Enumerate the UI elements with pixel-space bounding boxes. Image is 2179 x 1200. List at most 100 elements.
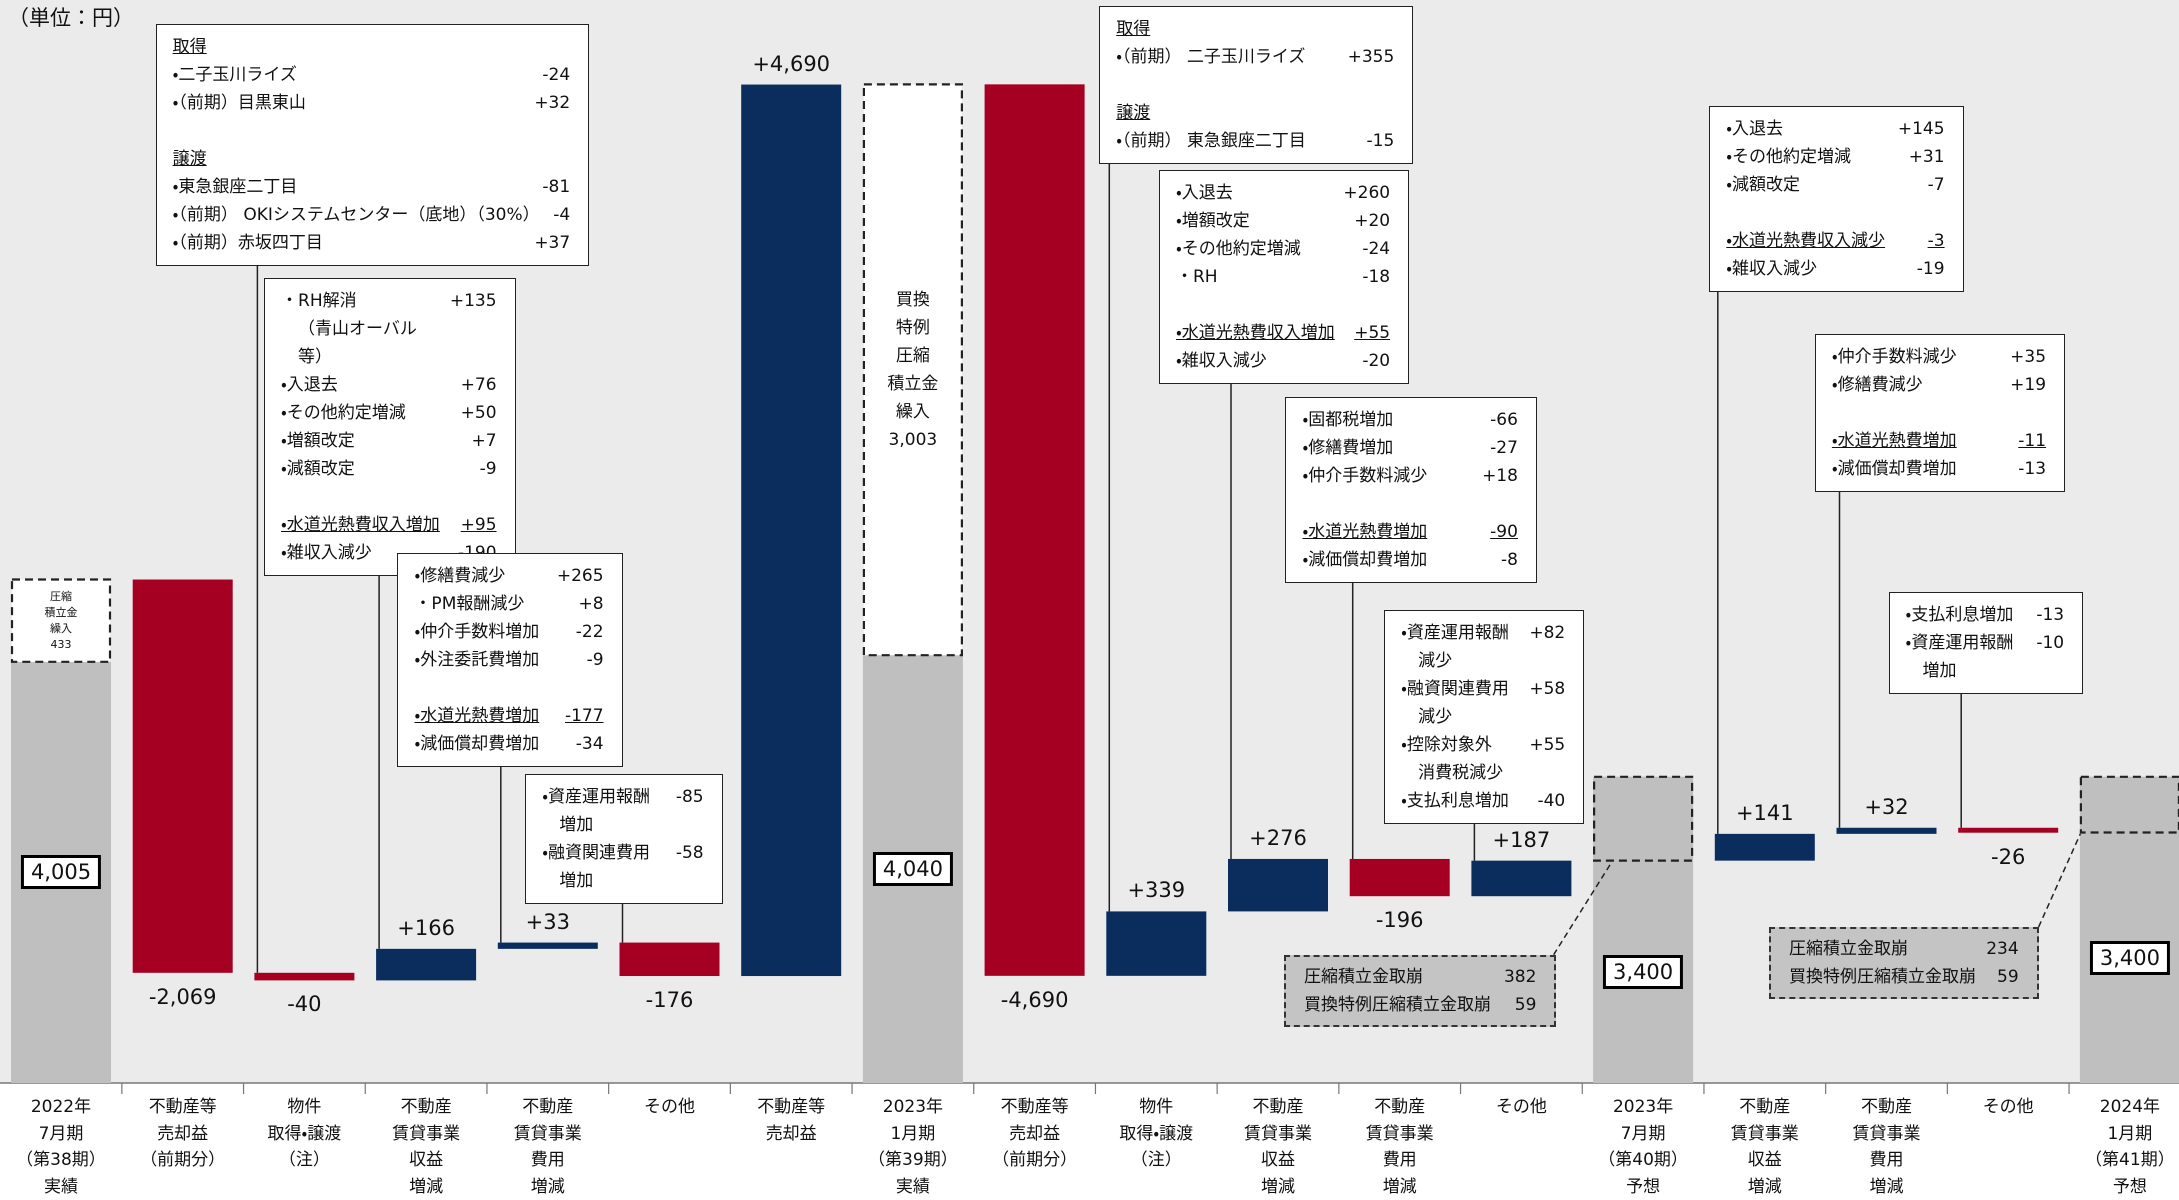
note-box: ・RH解消 （青山オーバル等） +135 ・入退去 +76 ・その他約定増減 +50 ・増額… <box>264 277 516 576</box>
value-label: +276 <box>1249 825 1307 850</box>
x-tick-label: 2023年 1月期 （第39期） 実績 <box>868 1097 958 1197</box>
note-row: ・減価償却費増加 -13 <box>1832 455 2046 483</box>
note-box: ・資産運用報酬 減少 +82 ・融資関連費用 減少 +58 ・控除対象外 消費税減少 +5… <box>1384 610 1585 825</box>
x-tick-label: 不動産等 売却益 （前期分） <box>140 1097 226 1170</box>
value-label: -176 <box>645 988 694 1013</box>
connector <box>1553 861 1613 956</box>
note-text: ・控除対象外 消費税減少 <box>1401 735 1504 784</box>
value-label: +141 <box>1735 800 1794 825</box>
note-text: ・仲介手数料増加 <box>414 622 540 643</box>
note-row: ・（前期） 二子玉川ライズ +355 <box>1116 43 1394 71</box>
note-heading: 譲渡 <box>1116 102 1151 123</box>
note-value: +58 <box>1529 679 1566 700</box>
reserve-label-text: 圧縮 積立金 繰入 <box>44 589 78 635</box>
note-value: -40 <box>1537 791 1566 812</box>
note-row: ・東急銀座二丁目 -81 <box>173 173 571 201</box>
note-value: -10 <box>2036 632 2065 653</box>
note-value: -18 <box>1362 266 1391 287</box>
note-text: ・資産運用報酬 減少 <box>1401 623 1509 672</box>
note-text: ・（前期）目黒東山 <box>172 92 306 113</box>
note-group: ・資産運用報酬 減少 +82 ・融資関連費用 減少 +58 ・控除対象外 消費税減少 +5… <box>1401 619 1565 815</box>
value-label: -196 <box>1375 908 1424 933</box>
note-value: -11 <box>2018 430 2047 451</box>
note-group: ・水道光熱費増加 -177 ・減価償却費増加 -34 <box>414 702 603 758</box>
reserve-row: 圧縮積立金取崩 234 <box>1789 935 2019 963</box>
note-group: ・入退去 +260 ・増額改定 +20 ・その他約定増減 -24 ・RH -18 <box>1176 179 1390 291</box>
note-group: ・修繕費減少 +265 ・PM報酬減少 +8 ・仲介手数料増加 -22 ・外注委託費増加 -9 <box>414 562 603 674</box>
note-row: ・RH -18 <box>1176 263 1390 291</box>
note-row: ・入退去 +145 <box>1726 115 1944 143</box>
note-text: ・水道光熱費増加 <box>1302 522 1428 543</box>
note-value: -90 <box>1490 522 1518 543</box>
note-text: ・融資関連費用 減少 <box>1401 679 1509 728</box>
note-box: 取得 ・（前期） 二子玉川ライズ +355 譲渡 ・（前期） 東急銀座二丁目 -15 <box>1099 5 1414 164</box>
reserve-value: 234 <box>1986 938 2019 959</box>
note-text: ・固都税増加 <box>1302 410 1394 431</box>
note-text: ・減価償却費増加 <box>1831 458 1957 479</box>
note-text: ・雑収入減少 <box>1175 350 1267 371</box>
bar <box>1958 827 2059 833</box>
note-row: ・修繕費減少 +19 <box>1832 371 2046 399</box>
note-text: ・水道光熱費増加 <box>1831 430 1957 451</box>
note-row: ・（前期）赤坂四丁目 +37 <box>173 229 571 257</box>
x-tick-label: 2023年 7月期 （第40期） 予想 <box>1598 1097 1688 1197</box>
note-text: ・RH解消 （青山オーバル等） <box>281 290 417 367</box>
note-box: ・修繕費減少 +265 ・PM報酬減少 +8 ・仲介手数料増加 -22 ・外注委託費増加 -9… <box>397 553 623 768</box>
note-text: ・減価償却費増加 <box>414 734 540 755</box>
note-group: 取得 ・（前期） 二子玉川ライズ +355 <box>1116 15 1394 71</box>
note-value: -4 <box>553 204 571 225</box>
note-value: -8 <box>1501 550 1518 571</box>
note-value: -9 <box>479 458 497 479</box>
note-heading: 取得 <box>172 36 207 57</box>
note-value: +19 <box>2010 374 2047 395</box>
note-group: ・RH解消 （青山オーバル等） +135 ・入退去 +76 ・その他約定増減 +50 ・増額… <box>281 287 497 483</box>
note-value: +355 <box>1347 46 1395 67</box>
value-label: -2,069 <box>148 984 217 1009</box>
bar <box>619 942 720 977</box>
value-label: +339 <box>1127 878 1186 903</box>
x-tick-label: その他 <box>644 1097 695 1117</box>
reserve-row: 買換特例圧縮積立金取崩 59 <box>1304 991 1536 1019</box>
note-value: -34 <box>575 734 604 755</box>
note-value: -24 <box>542 64 571 85</box>
note-value: -9 <box>586 650 604 671</box>
note-box: ・資産運用報酬 増加 -85 ・融資関連費用 増加 -58 <box>525 774 723 905</box>
bar <box>1106 911 1207 976</box>
reserve-name: 買換特例圧縮積立金取崩 <box>1789 966 1977 987</box>
note-row: ・水道光熱費収入減少 -3 <box>1726 227 1944 255</box>
note-value: +145 <box>1897 118 1945 139</box>
bar <box>497 942 598 949</box>
connector <box>2037 833 2082 928</box>
note-row: ・RH解消 （青山オーバル等） +135 <box>281 287 497 371</box>
note-row: ・支払利息増加 -13 <box>1906 601 2065 629</box>
note-value: +55 <box>1354 322 1391 343</box>
note-value: +82 <box>1529 623 1566 644</box>
note-text: ・資産運用報酬 増加 <box>1905 632 2014 681</box>
reserve-label: 圧縮 積立金 繰入 433 <box>45 589 78 653</box>
x-tick-label: 不動産 賃貸事業 費用 増減 <box>1852 1097 1921 1197</box>
note-group: ・固都税増加 -66 ・修繕費増加 -27 ・仲介手数料減少 +18 <box>1302 406 1518 490</box>
note-text: ・二子玉川ライズ <box>172 64 297 85</box>
x-tick-label: 不動産等 売却益 <box>757 1097 826 1144</box>
note-value: -15 <box>1366 130 1395 151</box>
note-row: ・資産運用報酬 増加 -85 <box>542 783 703 839</box>
note-value: -3 <box>1927 230 1945 251</box>
note-text: ・（前期） 二子玉川ライズ <box>1116 46 1306 67</box>
reserve-name: 圧縮積立金取崩 <box>1789 938 1909 959</box>
note-text: ・融資関連費用 増加 <box>542 843 651 892</box>
note-row: ・増額改定 +20 <box>1176 207 1390 235</box>
reserve-label-text: 買換 特例 圧縮 積立金 繰入 <box>887 289 939 422</box>
note-row: ・その他約定増減 -24 <box>1176 235 1390 263</box>
reserve-segment <box>862 83 964 657</box>
value-label: -4,690 <box>1000 987 1069 1012</box>
note-value: -19 <box>1916 258 1945 279</box>
note-text: ・その他約定増減 <box>1726 146 1852 167</box>
x-tick-label: その他 <box>1982 1097 2034 1117</box>
note-value: -58 <box>675 843 704 864</box>
note-row: ・水道光熱費収入増加 +55 <box>1176 319 1390 347</box>
unit-label: （単位：円） <box>8 6 134 30</box>
note-text: ・資産運用報酬 増加 <box>542 787 651 836</box>
value-label: +166 <box>397 915 455 940</box>
note-row: ・PM報酬減少 +8 <box>414 590 603 618</box>
x-tick-label: 不動産 賃貸事業 収益 増減 <box>1244 1097 1312 1197</box>
